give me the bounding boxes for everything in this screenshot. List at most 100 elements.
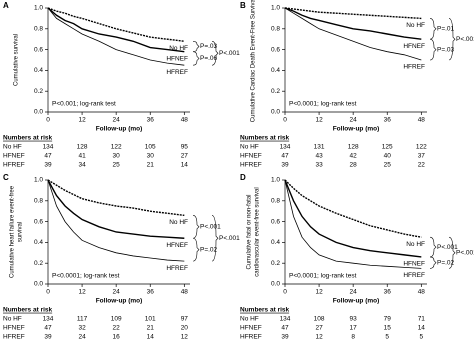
curve-label: HFREF xyxy=(166,265,188,272)
risk-count: 117 xyxy=(77,316,88,323)
y-tick-label: 0.0 xyxy=(271,109,280,116)
risk-count: 33 xyxy=(315,162,323,169)
risk-count: 134 xyxy=(43,144,54,151)
risk-count: 27 xyxy=(181,153,189,160)
bracket xyxy=(429,236,437,258)
curve-label: No HF xyxy=(169,45,188,52)
survival-curve xyxy=(47,179,185,217)
risk-count: 12 xyxy=(181,334,189,341)
risk-table-title: Numbers at risk xyxy=(240,135,290,142)
risk-count: 8 xyxy=(351,334,355,341)
y-tick-label: 0.8 xyxy=(34,26,43,33)
risk-count: 20 xyxy=(181,325,189,332)
survival-curve xyxy=(284,179,422,238)
risk-count: 101 xyxy=(145,316,156,323)
curve-label: HFNEF xyxy=(166,55,188,62)
y-tick-label: 0.4 xyxy=(271,239,280,246)
risk-count: 134 xyxy=(43,316,54,323)
risk-count: 122 xyxy=(416,144,427,151)
bracket xyxy=(211,215,219,262)
x-tick-label: 36 xyxy=(147,289,155,296)
x-tick-label: 12 xyxy=(78,117,86,124)
risk-count: 122 xyxy=(111,144,122,151)
risk-row-label: HFREF xyxy=(3,162,25,169)
bracket xyxy=(429,256,437,269)
risk-count: 128 xyxy=(348,144,359,151)
x-tick-label: 24 xyxy=(113,117,121,124)
x-tick-label: 36 xyxy=(384,289,392,296)
bracket xyxy=(448,18,456,61)
bracket xyxy=(211,40,219,66)
x-tick-label: 0 xyxy=(283,117,287,124)
risk-count: 5 xyxy=(420,334,424,341)
curve-label: No HF xyxy=(406,241,425,248)
y-tick-label: 0.8 xyxy=(271,26,280,33)
risk-count: 21 xyxy=(147,325,155,332)
risk-count: 42 xyxy=(350,153,358,160)
x-tick-label: 12 xyxy=(315,117,323,124)
risk-count: 125 xyxy=(382,144,393,151)
curve-label: HFNEF xyxy=(403,43,425,50)
risk-row-label: No HF xyxy=(3,316,22,323)
y-tick-label: 1.0 xyxy=(271,177,280,184)
risk-count: 37 xyxy=(418,153,426,160)
risk-count: 43 xyxy=(315,153,323,160)
log-rank-note: P<0.0001; log-rank test xyxy=(52,273,120,280)
risk-row-label: HFNEF xyxy=(3,153,25,160)
curve-label: HFNEF xyxy=(403,261,425,268)
log-rank-note: P<0.0001; log-rank test xyxy=(289,273,357,280)
risk-table-title: Numbers at risk xyxy=(240,307,290,314)
y-axis-label: Cumulative survival xyxy=(14,34,20,86)
risk-row-label: HFREF xyxy=(240,162,262,169)
y-tick-label: 0.8 xyxy=(34,198,43,205)
y-tick-label: 0.6 xyxy=(271,46,280,53)
curve-label: HFREF xyxy=(403,272,425,279)
p-value: P=.02 xyxy=(437,259,455,266)
risk-count: 25 xyxy=(384,162,392,169)
x-axis-label: Follow-up (mo) xyxy=(333,298,380,305)
risk-count: 22 xyxy=(113,325,121,332)
p-value: P<.001 xyxy=(456,250,474,257)
x-tick-label: 0 xyxy=(283,289,287,296)
x-tick-label: 12 xyxy=(78,289,86,296)
risk-count: 14 xyxy=(418,325,426,332)
risk-count: 47 xyxy=(281,153,289,160)
x-tick-label: 48 xyxy=(181,289,189,296)
risk-count: 39 xyxy=(281,162,289,169)
x-tick-label: 36 xyxy=(147,117,155,124)
y-tick-label: 0.0 xyxy=(34,281,43,288)
risk-count: 134 xyxy=(280,316,291,323)
x-tick-label: 24 xyxy=(113,289,121,296)
risk-count: 21 xyxy=(147,162,155,169)
risk-count: 32 xyxy=(78,325,86,332)
risk-table-title: Numbers at risk xyxy=(3,307,53,314)
risk-row-label: No HF xyxy=(3,144,22,151)
x-tick-label: 0 xyxy=(46,117,50,124)
risk-count: 30 xyxy=(113,153,121,160)
survival-curve xyxy=(284,179,422,269)
risk-row-label: HFNEF xyxy=(240,325,262,332)
risk-count: 15 xyxy=(384,325,392,332)
survival-curve xyxy=(284,7,422,40)
x-tick-label: 48 xyxy=(418,289,426,296)
risk-count: 134 xyxy=(280,144,291,151)
risk-count: 5 xyxy=(385,334,389,341)
risk-count: 24 xyxy=(78,334,86,341)
y-axis-label: Cumulative fatal or non-fatal xyxy=(247,194,253,269)
risk-count: 25 xyxy=(113,162,121,169)
p-value: P<.001 xyxy=(219,50,240,57)
log-rank-note: P<0.001; log-rank test xyxy=(52,101,116,108)
survival-curve xyxy=(47,179,185,262)
risk-count: 108 xyxy=(314,316,325,323)
survival-curve xyxy=(47,7,185,66)
risk-count: 22 xyxy=(418,162,426,169)
x-tick-label: 24 xyxy=(350,117,358,124)
y-tick-label: 0.0 xyxy=(271,281,280,288)
y-axis-label: Cumulative Cardiac Death Event-Free Surv… xyxy=(251,0,257,122)
panel-label: A xyxy=(3,1,9,10)
bracket xyxy=(448,236,456,269)
y-axis-label: cardiovascular event-free survival xyxy=(255,187,261,276)
risk-count: 14 xyxy=(147,334,155,341)
x-tick-label: 0 xyxy=(46,289,50,296)
risk-count: 40 xyxy=(384,153,392,160)
